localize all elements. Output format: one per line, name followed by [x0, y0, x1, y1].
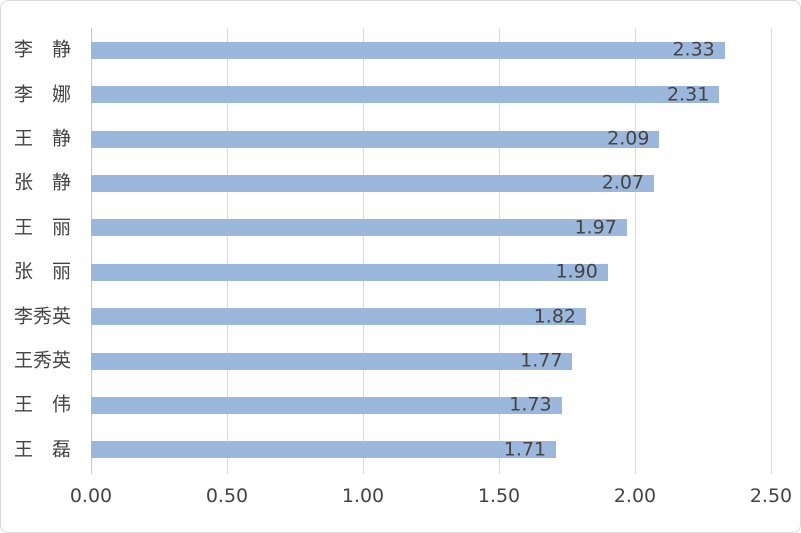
category-label: 张 丽	[14, 260, 72, 283]
bar	[91, 41, 725, 59]
plot-area: 2.33 2.31 2.09 2.07 1.97 1.90 1.82 1.77 1.73 1.71	[90, 28, 772, 474]
y-axis-line	[90, 28, 92, 474]
data-label: 1.77	[520, 349, 563, 372]
gridline	[226, 28, 228, 474]
category-label: 李 静	[14, 38, 72, 61]
x-tick-label: 0.50	[205, 485, 249, 507]
data-label: 1.82	[533, 305, 577, 328]
bar	[91, 352, 573, 370]
data-label: 1.90	[555, 260, 598, 283]
category-label: 王 磊	[14, 438, 72, 461]
gridline	[498, 28, 500, 474]
category-label: 李 娜	[14, 83, 72, 106]
category-label: 李秀英	[14, 305, 72, 328]
x-tick-label: 0.00	[69, 485, 113, 507]
gridline	[362, 28, 364, 474]
data-label: 1.73	[509, 393, 552, 416]
data-label: 1.97	[574, 216, 617, 239]
category-label: 王 静	[14, 127, 72, 150]
bar	[91, 219, 627, 237]
x-tick-label: 2.50	[749, 485, 793, 507]
data-label: 2.33	[672, 38, 715, 61]
bar	[91, 130, 660, 148]
x-tick-label: 2.00	[613, 485, 657, 507]
x-tick-label: 1.50	[477, 485, 521, 507]
bar	[91, 441, 557, 459]
category-label: 王 丽	[14, 216, 72, 239]
gridline	[634, 28, 636, 474]
category-label: 王 伟	[14, 393, 72, 416]
x-tick-label: 1.00	[341, 485, 385, 507]
bar	[91, 263, 608, 281]
bar	[91, 308, 587, 326]
category-label: 王秀英	[14, 349, 72, 372]
bar	[91, 86, 720, 104]
data-label: 2.31	[667, 83, 710, 106]
data-label: 1.71	[503, 438, 547, 461]
data-label: 2.09	[607, 127, 650, 150]
bar	[91, 396, 562, 414]
bar	[91, 174, 655, 192]
category-label: 张 静	[14, 171, 72, 194]
gridline	[770, 28, 772, 474]
data-label: 2.07	[601, 171, 645, 194]
